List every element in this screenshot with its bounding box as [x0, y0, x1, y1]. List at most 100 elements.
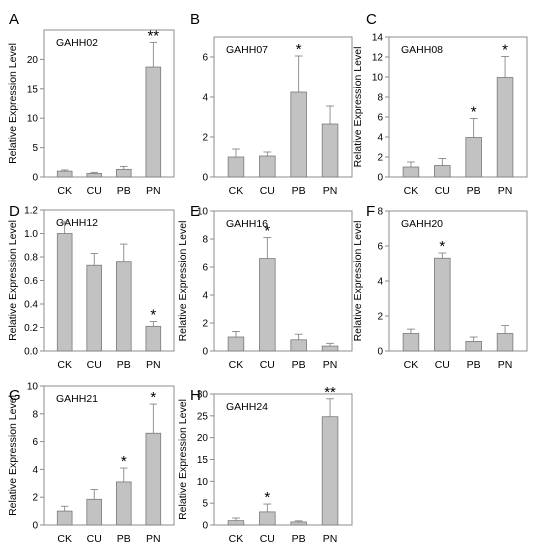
- significance-label: **: [324, 384, 336, 401]
- y-tick-label: 0: [377, 347, 383, 358]
- y-tick-label: 8: [202, 235, 208, 246]
- bar: [259, 511, 276, 526]
- y-tick-label: 0.8: [24, 253, 38, 264]
- significance-label: *: [264, 223, 270, 240]
- panel-letter: F: [366, 203, 375, 220]
- bar: [86, 498, 103, 526]
- bar: [290, 339, 307, 352]
- y-tick-label: 2: [32, 493, 38, 504]
- bar: [145, 325, 162, 352]
- x-tick-label: CK: [57, 533, 72, 545]
- x-tick-label: PB: [117, 359, 131, 371]
- significance-label: *: [502, 42, 508, 59]
- y-tick-label: 4: [377, 277, 383, 288]
- bar: [115, 481, 132, 526]
- significance-label: *: [296, 41, 302, 58]
- panel-H: H 0 5 10 15 20 25 30 Relative Expression Level GA…: [177, 384, 353, 545]
- y-tick-label: 12: [372, 53, 384, 64]
- x-tick-label: CU: [87, 533, 102, 545]
- x-tick-label: PB: [292, 185, 306, 197]
- bar: [496, 77, 514, 178]
- bar: [115, 261, 132, 352]
- x-tick-label: PN: [146, 359, 161, 371]
- bar: [115, 168, 132, 178]
- x-tick-label: CU: [260, 185, 275, 197]
- x-tick-label: PN: [323, 533, 338, 545]
- y-tick-label: 0.0: [24, 347, 38, 358]
- x-tick-label: CK: [229, 185, 244, 197]
- x-tick-label: PB: [117, 533, 131, 545]
- panel-letter: B: [190, 11, 200, 28]
- significance-label: *: [471, 104, 477, 121]
- y-tick-label: 10: [27, 114, 39, 125]
- y-tick-label: 0.6: [24, 276, 38, 287]
- panel-C: C 0 2 4 6 8 10 12 14 Relative Expression Level GAH…: [352, 11, 528, 197]
- y-tick-label: 30: [197, 390, 209, 401]
- bar: [227, 520, 245, 526]
- chart-title: GAHH12: [56, 217, 98, 229]
- chart-title: GAHH20: [401, 218, 443, 230]
- y-tick-label: 4: [202, 93, 208, 104]
- y-tick-label: 0: [32, 173, 38, 184]
- y-axis-label: Relative Expression Level: [7, 220, 19, 341]
- x-tick-label: CU: [260, 533, 275, 545]
- y-tick-label: 8: [32, 409, 38, 420]
- significance-label: **: [147, 27, 159, 44]
- bar: [145, 432, 162, 526]
- y-tick-label: 0: [202, 521, 208, 532]
- y-tick-label: 1.2: [24, 206, 38, 217]
- bar: [56, 233, 73, 352]
- bar: [496, 333, 514, 352]
- y-tick-label: 5: [32, 143, 38, 154]
- y-tick-label: 0.2: [24, 323, 38, 334]
- x-tick-label: CK: [229, 533, 244, 545]
- y-tick-label: 10: [197, 207, 209, 218]
- y-tick-label: 0: [202, 347, 208, 358]
- bar: [465, 137, 482, 178]
- y-tick-label: 10: [197, 477, 209, 488]
- significance-label: *: [150, 307, 156, 324]
- chart-title: GAHH16: [226, 218, 268, 230]
- x-tick-label: PN: [146, 185, 161, 197]
- y-tick-label: 8: [377, 207, 383, 218]
- y-tick-label: 10: [372, 73, 384, 84]
- bar: [227, 156, 245, 178]
- x-tick-label: PN: [146, 533, 161, 545]
- y-tick-label: 6: [377, 113, 383, 124]
- panel-letter: A: [9, 11, 19, 28]
- x-tick-label: PN: [323, 359, 338, 371]
- y-tick-label: 6: [377, 242, 383, 253]
- bar: [56, 510, 73, 526]
- y-tick-label: 0.4: [24, 300, 38, 311]
- panel-letter: G: [9, 387, 21, 404]
- y-tick-label: 6: [202, 263, 208, 274]
- y-tick-label: 2: [377, 312, 383, 323]
- y-tick-label: 2: [202, 133, 208, 144]
- x-tick-label: PN: [498, 359, 513, 371]
- y-tick-label: 15: [27, 84, 39, 95]
- bar: [402, 333, 420, 352]
- x-tick-label: PB: [292, 359, 306, 371]
- y-tick-label: 1.0: [24, 229, 38, 240]
- chart-title: GAHH21: [56, 393, 98, 405]
- x-tick-label: CU: [87, 185, 102, 197]
- y-tick-label: 20: [27, 55, 39, 66]
- y-tick-label: 10: [27, 382, 39, 393]
- y-tick-label: 15: [197, 455, 209, 466]
- x-tick-label: PB: [117, 185, 131, 197]
- plot-frame: [388, 36, 528, 178]
- x-tick-label: PB: [467, 185, 481, 197]
- bar: [290, 521, 307, 526]
- y-tick-label: 4: [202, 291, 208, 302]
- y-tick-label: 5: [202, 499, 208, 510]
- y-tick-label: 4: [32, 465, 38, 476]
- y-tick-label: 2: [202, 319, 208, 330]
- bar: [56, 170, 73, 178]
- x-tick-label: CK: [57, 185, 72, 197]
- y-tick-label: 2: [377, 153, 383, 164]
- x-tick-label: CU: [435, 185, 450, 197]
- bar: [259, 258, 276, 352]
- y-tick-label: 6: [32, 437, 38, 448]
- y-tick-label: 25: [197, 411, 209, 422]
- y-axis-label: Relative Expression Level: [7, 43, 19, 164]
